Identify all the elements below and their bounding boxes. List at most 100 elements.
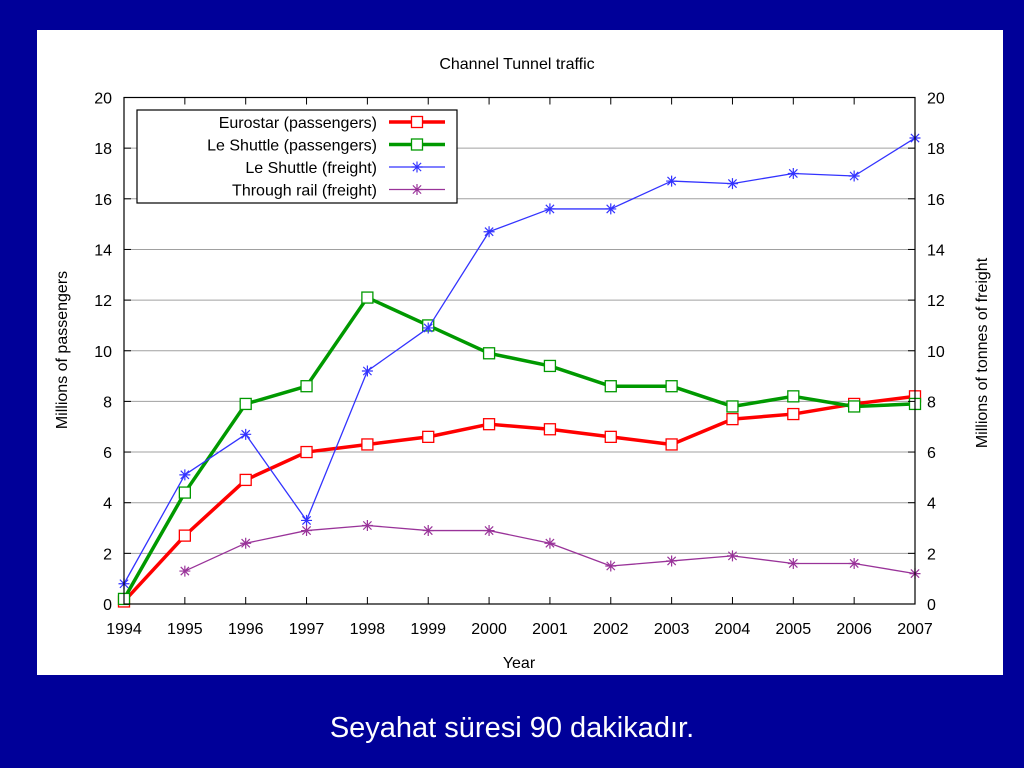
y-tick-label: 10: [94, 344, 112, 361]
x-tick-label: 1996: [228, 621, 264, 638]
legend-marker: [410, 138, 424, 151]
slide-caption: Seyahat süresi 90 dakikadır.: [329, 712, 695, 744]
y-tick-label: 6: [103, 445, 112, 462]
data-point: [482, 347, 496, 360]
chart-panel: Channel Tunnel traffic 0 0 2 2 4 4 6 6 8 8 10 10 12 1…: [37, 30, 1003, 675]
data-point: [726, 550, 738, 562]
legend-item: Le Shuttle (freight): [245, 160, 445, 177]
data-point: [239, 397, 252, 411]
data-point: [543, 359, 557, 373]
data-point: [240, 428, 252, 440]
data-point: [666, 175, 678, 187]
series-line: [123, 137, 916, 585]
data-point: [178, 529, 191, 542]
x-tick-label: 2005: [776, 621, 812, 638]
x-tick-label: 1995: [167, 621, 203, 638]
data-point: [483, 525, 495, 537]
y2-tick-label: 0: [927, 597, 936, 614]
gridlines: [124, 147, 915, 554]
channel-tunnel-chart: Channel Tunnel traffic 0 0 2 2 4 4 6 6 8 8 10 10 12 1…: [54, 56, 991, 672]
data-point: [301, 514, 313, 526]
legend: Eurostar (passengers) Le Shuttle (passeng…: [136, 109, 458, 204]
series-line: [122, 394, 916, 603]
legend-box: [136, 109, 458, 204]
y2-tick-label: 2: [927, 546, 936, 563]
y-tick-label: 16: [94, 192, 112, 209]
data-point: [544, 537, 556, 549]
data-point: [422, 525, 434, 537]
data-point: [240, 537, 252, 549]
data-point: [726, 178, 738, 190]
data-point: [787, 407, 800, 421]
legend-label: Through rail (freight): [232, 183, 377, 200]
data-point: [787, 390, 800, 403]
y2-tick-label: 14: [927, 242, 945, 259]
x-tick-label: 2002: [593, 621, 629, 638]
y-tick-label: 4: [103, 496, 112, 513]
legend-marker: [410, 115, 424, 129]
data-point: [543, 423, 557, 436]
series-layer: [117, 132, 922, 608]
x-tick-label: 2006: [836, 621, 872, 638]
legend-marker: [411, 161, 423, 173]
data-point: [605, 203, 617, 215]
data-point: [361, 519, 373, 531]
x-tick-label: 2000: [471, 621, 507, 638]
data-point: [726, 400, 739, 413]
y2-tick-label: 20: [927, 91, 945, 108]
x-tick-label: 1997: [289, 621, 325, 638]
legend-label: Eurostar (passengers): [219, 115, 377, 132]
y2-axis-label: Millions of tonnes of freight: [974, 257, 991, 448]
data-point: [422, 430, 435, 444]
x-tick-label: 1994: [106, 621, 142, 638]
y2-tick-label: 12: [927, 293, 945, 310]
series-line: [122, 295, 916, 600]
data-point: [300, 380, 313, 393]
y-tick-label: 8: [103, 394, 112, 411]
y-tick-label: 0: [103, 597, 112, 614]
data-point: [787, 557, 799, 569]
series-line: [184, 524, 916, 575]
y-tick-label: 14: [94, 242, 112, 259]
data-point: [301, 525, 313, 537]
series-3: [179, 519, 921, 580]
y-tick-label: 18: [94, 141, 112, 158]
data-point: [361, 291, 374, 304]
y2-tick-label: 16: [927, 192, 945, 209]
data-point: [604, 430, 617, 444]
legend-label: Le Shuttle (freight): [245, 160, 377, 177]
x-tick-label: 2004: [715, 621, 751, 638]
x-tick-label: 1999: [410, 621, 446, 638]
series-1: [117, 291, 922, 606]
legend-item: Le Shuttle (passengers): [207, 138, 445, 155]
y-tick-label: 12: [94, 293, 112, 310]
y2-tick-label: 18: [927, 141, 945, 158]
data-point: [665, 438, 678, 451]
x-tick-label: 2001: [532, 621, 568, 638]
y-axis-label: Millions of passengers: [54, 271, 71, 429]
axis-layer: 0 0 2 2 4 4 6 6 8 8 10 10 12 12 14 14 16 16 18 18 20 20 1994 19…: [94, 91, 945, 639]
legend-item: Through rail (freight): [232, 183, 445, 200]
y2-tick-label: 6: [927, 445, 936, 462]
data-point: [726, 412, 739, 426]
data-point: [482, 418, 496, 431]
data-point: [848, 170, 860, 182]
data-point: [604, 380, 617, 393]
data-point: [300, 445, 313, 459]
chart-title: Channel Tunnel traffic: [439, 56, 594, 73]
data-point: [178, 486, 191, 499]
data-point: [666, 555, 678, 567]
y2-tick-label: 8: [927, 394, 936, 411]
x-axis-label: Year: [503, 655, 536, 672]
data-point: [483, 226, 495, 238]
data-point: [239, 473, 252, 487]
data-point: [179, 565, 191, 577]
y-tick-label: 2: [103, 546, 112, 563]
legend-item: Eurostar (passengers): [219, 115, 445, 132]
data-point: [848, 557, 860, 569]
data-point: [605, 560, 617, 572]
x-tick-label: 1998: [350, 621, 386, 638]
legend-label: Le Shuttle (passengers): [207, 138, 377, 155]
data-point: [361, 438, 374, 451]
